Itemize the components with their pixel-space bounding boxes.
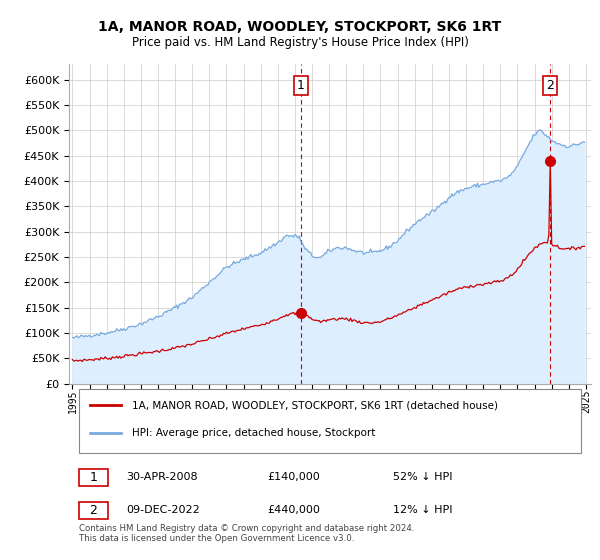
Text: 52% ↓ HPI: 52% ↓ HPI bbox=[392, 472, 452, 482]
Text: HPI: Average price, detached house, Stockport: HPI: Average price, detached house, Stoc… bbox=[131, 428, 375, 438]
Text: 1A, MANOR ROAD, WOODLEY, STOCKPORT, SK6 1RT: 1A, MANOR ROAD, WOODLEY, STOCKPORT, SK6 … bbox=[98, 20, 502, 34]
Text: 09-DEC-2022: 09-DEC-2022 bbox=[127, 505, 200, 515]
Text: 1: 1 bbox=[89, 471, 97, 484]
Text: 1: 1 bbox=[296, 79, 305, 92]
Text: 30-APR-2008: 30-APR-2008 bbox=[127, 472, 198, 482]
Text: 2: 2 bbox=[89, 504, 97, 517]
Text: Price paid vs. HM Land Registry's House Price Index (HPI): Price paid vs. HM Land Registry's House … bbox=[131, 36, 469, 49]
FancyBboxPatch shape bbox=[79, 389, 581, 453]
Text: Contains HM Land Registry data © Crown copyright and database right 2024.
This d: Contains HM Land Registry data © Crown c… bbox=[79, 524, 415, 543]
Text: 2: 2 bbox=[547, 79, 554, 92]
Text: £440,000: £440,000 bbox=[268, 505, 320, 515]
FancyBboxPatch shape bbox=[79, 469, 108, 486]
Text: 1A, MANOR ROAD, WOODLEY, STOCKPORT, SK6 1RT (detached house): 1A, MANOR ROAD, WOODLEY, STOCKPORT, SK6 … bbox=[131, 400, 497, 410]
Text: 12% ↓ HPI: 12% ↓ HPI bbox=[392, 505, 452, 515]
FancyBboxPatch shape bbox=[79, 502, 108, 519]
Text: £140,000: £140,000 bbox=[268, 472, 320, 482]
